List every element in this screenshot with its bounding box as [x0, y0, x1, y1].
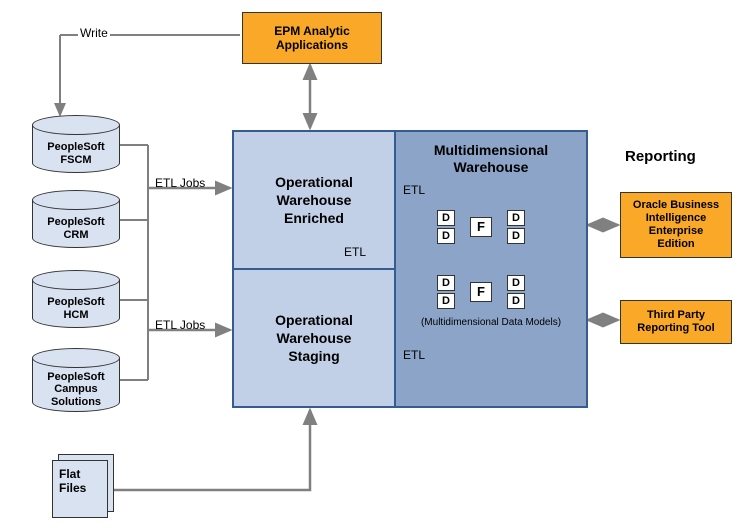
reporting-header: Reporting: [625, 148, 696, 165]
d-box: D: [507, 228, 525, 244]
campus-label: PeopleSoft Campus Solutions: [47, 371, 104, 409]
flat-files-box: Flat Files: [52, 460, 108, 518]
d-box: D: [507, 275, 525, 291]
etl-jobs-label-top: ETL Jobs: [155, 176, 205, 190]
fscm-cylinder: PeopleSoft FSCM: [32, 125, 120, 173]
etl-label-dashed: ETL: [403, 183, 425, 197]
hcm-cylinder: PeopleSoft HCM: [32, 280, 120, 328]
d-box: D: [437, 210, 455, 226]
mdw-title: Multidimensional Warehouse: [396, 142, 586, 176]
flat-files-label: Flat Files: [59, 467, 86, 495]
d-box: D: [507, 210, 525, 226]
f-box: F: [470, 217, 492, 237]
f-box: F: [470, 282, 492, 302]
fscm-label: PeopleSoft FSCM: [47, 141, 104, 166]
etl-label-solid: ETL: [403, 348, 425, 362]
crm-label: PeopleSoft CRM: [47, 216, 104, 241]
obiee-box: Oracle Business Intelligence Enterprise …: [620, 192, 732, 258]
mdw-box: Multidimensional Warehouse (Multidimensi…: [394, 130, 588, 408]
epm-box: EPM Analytic Applications: [242, 12, 382, 64]
third-party-label: Third Party Reporting Tool: [637, 309, 714, 335]
epm-label: EPM Analytic Applications: [274, 24, 350, 53]
mdm-label: (Multidimensional Data Models): [396, 317, 586, 328]
d-box: D: [507, 293, 525, 309]
etl-jobs-label-bottom: ETL Jobs: [155, 318, 205, 332]
obiee-label: Oracle Business Intelligence Enterprise …: [633, 199, 719, 252]
crm-cylinder: PeopleSoft CRM: [32, 200, 120, 248]
write-label: Write: [78, 26, 110, 40]
owe-box: Operational Warehouse Enriched: [232, 130, 396, 270]
d-box: D: [437, 228, 455, 244]
d-box: D: [437, 293, 455, 309]
third-party-box: Third Party Reporting Tool: [620, 300, 732, 344]
ows-box: Operational Warehouse Staging: [232, 268, 396, 408]
owe-label: Operational Warehouse Enriched: [275, 173, 353, 228]
d-box: D: [437, 275, 455, 291]
hcm-label: PeopleSoft HCM: [47, 296, 104, 321]
ows-label: Operational Warehouse Staging: [275, 311, 353, 366]
etl-label-vertical: ETL: [344, 245, 366, 259]
campus-cylinder: PeopleSoft Campus Solutions: [32, 358, 120, 412]
